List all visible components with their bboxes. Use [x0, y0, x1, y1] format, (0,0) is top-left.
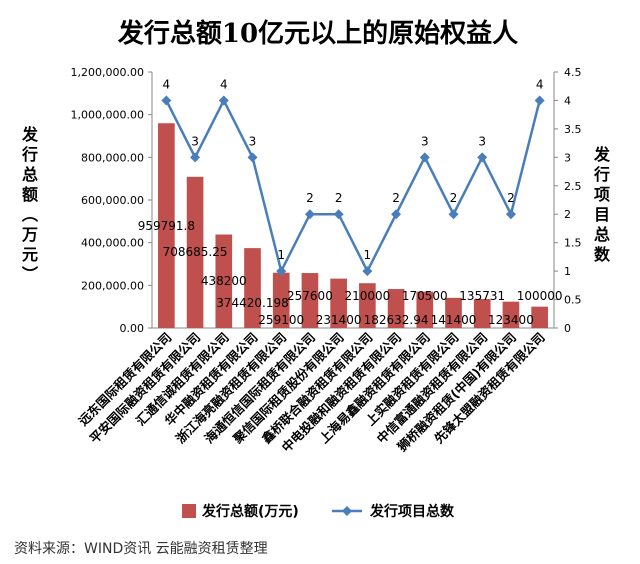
y2-axis-title: 发行项目总数 — [593, 145, 611, 264]
line-value-label: 2 — [450, 191, 458, 205]
y-tick-label: 800,000.00 — [81, 151, 144, 164]
bar-value-label: 231400 — [316, 313, 362, 327]
data-labels: 4 3 4 3 1 2 2 1 2 3 2 3 2 4 959791.8 708685.25 438200 374… — [138, 77, 563, 327]
line-value-label: 2 — [306, 191, 314, 205]
bar-value-label: 210000 — [344, 289, 390, 303]
line-marker — [333, 209, 344, 220]
chart-title: 发行总额10亿元以上的原始权益人 — [117, 18, 518, 49]
y2-tick-label: 0.5 — [564, 294, 582, 307]
line-value-label: 3 — [478, 134, 486, 148]
bar-value-label: 959791.8 — [138, 219, 195, 233]
bar-value-label: 257600 — [287, 289, 333, 303]
line-value-label: 2 — [507, 191, 515, 205]
bar-value-label: 123400 — [488, 313, 534, 327]
line-marker — [505, 209, 516, 220]
y2-tick-label: 2 — [564, 208, 571, 221]
y-tick-label: 1,000,000.00 — [71, 109, 144, 122]
bar-value-label: 135731 — [459, 289, 505, 303]
y-tick-label: 0.00 — [120, 322, 145, 335]
y2-tick-label: 2.5 — [564, 180, 582, 193]
y-tick-label: 600,000.00 — [81, 194, 144, 207]
y-axis-title: 发行总额︵万元︶ — [21, 125, 39, 284]
y2-tick-label: 4.5 — [564, 66, 582, 79]
line-marker — [276, 266, 287, 277]
line-marker — [218, 95, 229, 106]
source-note: 资料来源：WIND资讯 云能融资租赁整理 — [14, 541, 268, 557]
y2-tick-label: 0 — [564, 322, 571, 335]
bar — [272, 272, 290, 328]
y2-tick-label: 1.5 — [564, 237, 582, 250]
watermark — [396, 528, 626, 552]
line-marker — [161, 95, 172, 106]
y2-tick-label: 4 — [564, 94, 571, 107]
bar — [244, 248, 261, 328]
line-value-label: 3 — [249, 134, 257, 148]
line-value-label: 1 — [364, 248, 372, 262]
bar — [215, 234, 233, 328]
line-value-label: 2 — [392, 191, 400, 205]
bar-value-label: 374420.198 — [216, 296, 289, 310]
bar — [502, 301, 520, 328]
legend-bar-swatch — [182, 504, 196, 518]
line-value-label: 4 — [536, 77, 544, 91]
line-marker — [391, 209, 402, 220]
y2-tick-label: 1 — [564, 265, 571, 278]
y-tick-label: 200,000.00 — [81, 279, 144, 292]
legend: 发行总额(万元) 发行项目总数 — [182, 503, 455, 520]
y2-tick-label: 3.5 — [564, 123, 582, 136]
bar-value-label: 100000 — [517, 289, 563, 303]
x-tick-labels: 远东国际租赁有限公司平安国际融资租赁有限公司汇通信诚租赁有限公司华中融资租赁有限… — [75, 330, 547, 456]
line-marker — [247, 152, 258, 163]
y2-tick-label: 3 — [564, 151, 571, 164]
line-value-label: 2 — [335, 191, 343, 205]
bar-value-label: 182632.94 — [364, 313, 429, 327]
legend-line-label: 发行项目总数 — [369, 503, 455, 520]
bar-value-label: 708685.25 — [163, 245, 228, 259]
line-marker — [304, 209, 315, 220]
line-value-label: 3 — [191, 134, 199, 148]
bar-value-label: 141400 — [431, 313, 477, 327]
bar-value-label: 438200 — [201, 274, 247, 288]
bar — [301, 273, 319, 328]
line-marker — [448, 209, 459, 220]
y-tick-label: 400,000.00 — [81, 237, 144, 250]
bar — [359, 283, 376, 328]
bar — [330, 278, 347, 328]
legend-line-marker — [342, 506, 352, 516]
y-tick-label: 1,200,000.00 — [71, 66, 144, 79]
line-series — [161, 95, 545, 277]
bar — [445, 297, 462, 328]
axes: 0.00 200,000.00 400,000.00 600,000.00 800,00… — [21, 66, 611, 335]
bar-value-label: 259100 — [258, 313, 304, 327]
bar — [186, 176, 204, 328]
line-value-label: 3 — [421, 134, 429, 148]
line-value-label: 4 — [163, 77, 171, 91]
line-path — [165, 97, 541, 275]
bar — [387, 289, 405, 328]
line-marker — [190, 152, 201, 163]
bar — [531, 306, 548, 328]
line-marker — [419, 152, 430, 163]
line-value-label: 4 — [220, 77, 228, 91]
line-value-label: 1 — [277, 248, 285, 262]
line-marker — [477, 152, 488, 163]
bar-value-label: 170500 — [402, 289, 448, 303]
bars — [158, 123, 548, 328]
bar — [473, 299, 491, 328]
line-marker — [534, 95, 545, 106]
bar — [158, 123, 175, 328]
legend-bar-label: 发行总额(万元) — [201, 503, 299, 520]
line-marker — [362, 266, 373, 277]
bar — [416, 291, 434, 328]
